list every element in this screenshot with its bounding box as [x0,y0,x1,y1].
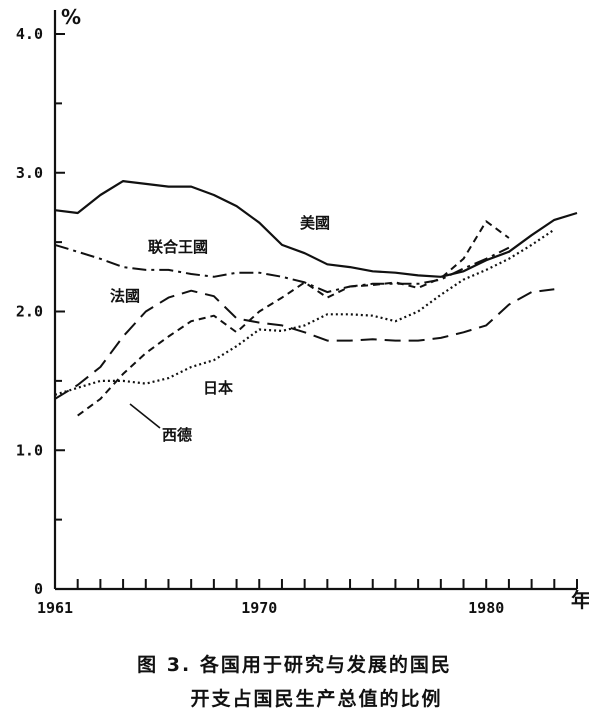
y-tick-label: 1.0 [16,441,43,459]
axes [53,10,577,591]
x-tick-label: 1970 [241,599,277,617]
y-unit-label: % [61,5,81,29]
figure-caption-line-1: 图 3. 各国用于研究与发展的国民 [137,654,452,676]
leader-line [129,403,161,429]
series-line-3 [54,228,555,396]
ticks: 0 1.0 2.0 3.0 4.0 1961 1970 1980% 年 [16,5,589,617]
x-tick-label: 1980 [468,599,504,617]
series-line-2 [54,288,555,400]
series-label-2: 法國 [110,287,140,305]
y-tick-label: 3.0 [16,164,43,182]
y-tick-label: 4.0 [16,25,43,43]
series-line-0 [54,180,578,278]
figure-caption-line-2: 开支占国民生产总值的比例 [190,688,443,710]
series-line-4 [77,220,510,417]
series-label-0: 美國 [300,214,330,232]
series-label-4: 西德 [162,426,192,444]
series-line-1 [54,243,510,294]
x-unit-label: 年 [571,588,589,612]
series-label-1: 联合王國 [148,238,208,256]
series-label-3: 日本 [203,379,233,397]
series-lines [54,180,578,417]
y-tick-label: 0 [34,580,43,598]
x-tick-label: 1961 [37,599,73,617]
y-tick-label: 2.0 [16,303,43,321]
